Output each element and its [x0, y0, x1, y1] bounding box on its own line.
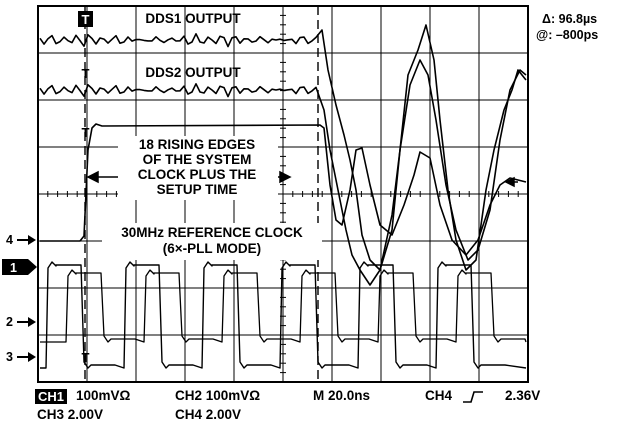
ref-clock-label-line2: (6×-PLL MODE)	[163, 241, 261, 256]
ch1-marker: 1	[2, 259, 37, 275]
dds2-label: DDS2 OUTPUT	[145, 65, 241, 80]
ref-clock-label-line1: 30MHz REFERENCE CLOCK	[121, 225, 303, 240]
setup-label-bg	[118, 136, 278, 200]
dds1-trace	[39, 24, 527, 271]
trigger-mark-3: T	[82, 125, 90, 140]
svg-text:2: 2	[6, 315, 13, 329]
trigger-mark-1: T	[78, 11, 93, 27]
ch2-scale: CH2 100mVΩ	[175, 388, 261, 403]
svg-text:T: T	[82, 12, 90, 27]
ref-clock-trace-b	[40, 269, 527, 343]
delta-readout: Δ: 96.8µs	[542, 12, 598, 26]
position-readout: @: –800ps	[536, 28, 599, 42]
svg-text:1: 1	[10, 261, 17, 275]
trigger-mark-2: T	[82, 66, 90, 81]
trigger-channel: CH4	[425, 388, 453, 403]
setup-label-line4: SETUP TIME	[157, 182, 238, 197]
setup-label-line2: OF THE SYSTEM	[143, 152, 252, 167]
svg-text:4: 4	[6, 233, 13, 247]
ref-label-bg	[102, 223, 322, 260]
ref-clock-trace-a	[40, 261, 527, 369]
ch1-status-chip: CH1	[35, 389, 68, 404]
ch4-trace	[40, 123, 527, 256]
ch3-scale: CH3 2.00V	[37, 407, 104, 422]
timebase: M 20.0ns	[313, 388, 371, 403]
rising-edge-icon	[463, 391, 483, 403]
dds1-label: DDS1 OUTPUT	[145, 11, 241, 26]
svg-text:3: 3	[6, 350, 13, 364]
cursor-arrow	[504, 176, 518, 188]
waveform-traces	[39, 24, 527, 369]
setup-label-line1: 18 RISING EDGES	[139, 137, 255, 152]
ch2-marker: 2	[6, 315, 36, 329]
ch3-marker: 3	[6, 350, 36, 364]
graticule	[37, 5, 529, 383]
ch1-scale: 100mVΩ	[76, 388, 131, 403]
trigger-mark-4: T	[82, 350, 90, 365]
ch4-scale: CH4 2.00V	[175, 407, 242, 422]
setup-label-line3: CLOCK PLUS THE	[138, 167, 257, 182]
trigger-level: 2.36V	[505, 388, 541, 403]
dds2-trace	[39, 59, 527, 286]
ch4-marker: 4	[6, 233, 36, 247]
